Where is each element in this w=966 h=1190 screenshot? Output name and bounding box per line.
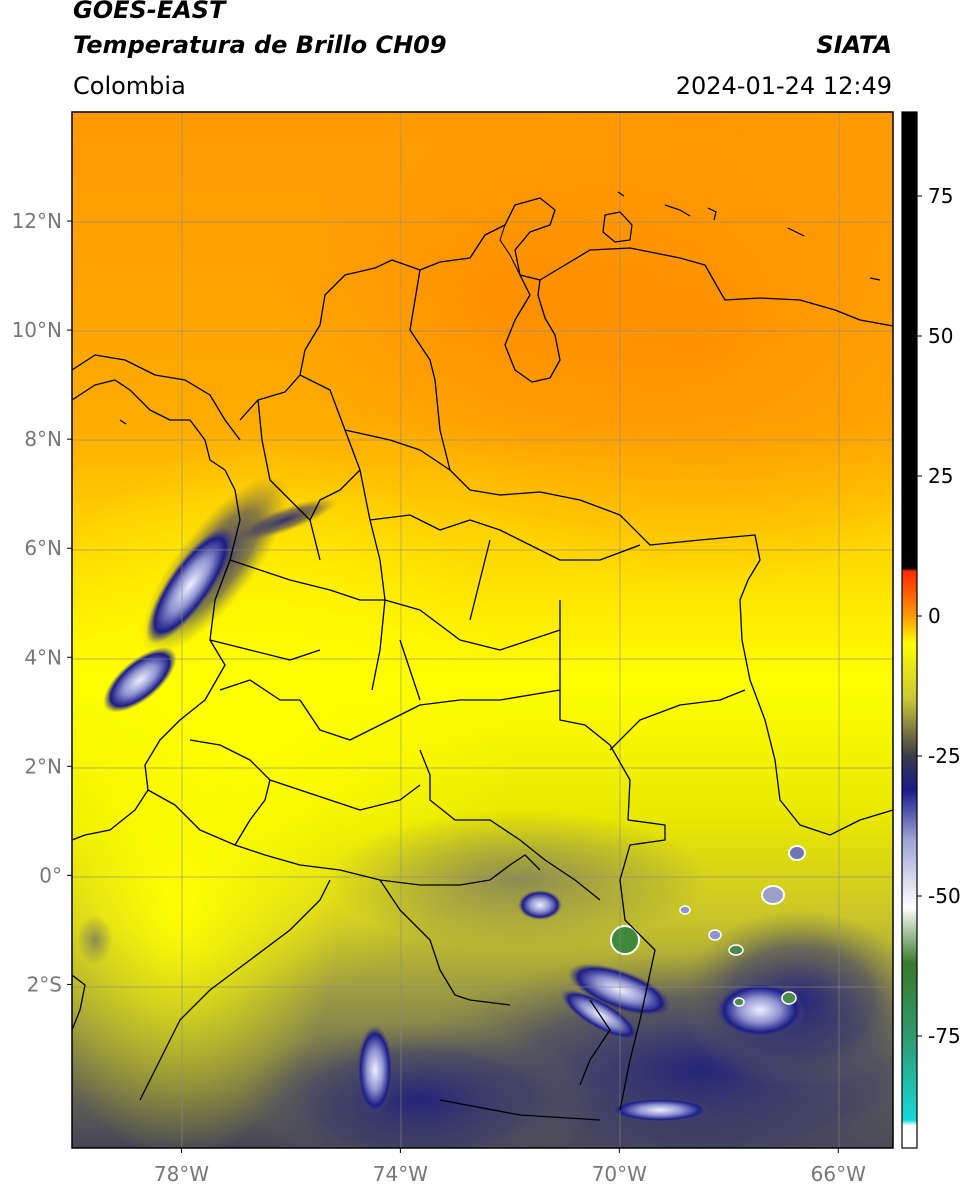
islands	[119, 191, 881, 425]
map-title-product: Temperatura de Brillo CH09	[73, 31, 447, 59]
venezuela-interior	[499, 224, 521, 276]
lat-tick-label: 10°N	[12, 318, 62, 342]
lat-tick-label: 2°N	[24, 754, 62, 778]
lat-tick-label: 6°N	[24, 536, 62, 560]
lat-tick-label: 0°	[39, 863, 62, 887]
colorbar: 75 50 25 0 -25 -50 -75	[901, 111, 961, 1149]
coastlines-borders	[72, 197, 893, 1121]
colorbar-frame	[901, 111, 918, 1149]
region-label: Colombia	[73, 72, 186, 100]
colorbar-ramp	[902, 112, 917, 1148]
colorbar-tick-label: 0	[928, 604, 941, 628]
source-label: SIATA	[816, 31, 892, 59]
datetime-label: 2024-01-24 12:49	[675, 72, 892, 100]
lat-tick-label: 12°N	[12, 209, 62, 233]
colorbar-tick-label: 75	[928, 184, 953, 208]
graticule	[72, 112, 893, 1148]
lat-tick-label: 2°S	[27, 972, 62, 996]
colorbar-tick-label: 50	[928, 324, 953, 348]
colorbar-tick-label: -50	[928, 884, 961, 908]
lon-tick-label: 70°W	[592, 1162, 647, 1186]
colorbar-tick-label: 25	[928, 464, 953, 488]
lon-tick-label: 66°W	[811, 1162, 866, 1186]
colorbar-tick-label: -25	[928, 744, 961, 768]
colorbar-tick-label: -75	[928, 1024, 961, 1048]
lat-tick-label: 8°N	[24, 427, 62, 451]
lon-tick-label: 74°W	[373, 1162, 428, 1186]
map-title-satellite: GOES-EAST	[73, 0, 226, 24]
lat-tick-label: 4°N	[24, 645, 62, 669]
latitude-axis: 12°N 10°N 8°N 6°N 4°N 2°N 0° 2°S	[12, 209, 72, 996]
satellite-imagery	[72, 112, 893, 1148]
colorbar-ticks: 75 50 25 0 -25 -50 -75	[917, 184, 961, 1048]
longitude-axis: 78°W 74°W 70°W 66°W	[154, 1148, 866, 1186]
lon-tick-label: 78°W	[154, 1162, 209, 1186]
map-frame	[71, 111, 894, 1149]
pacific-storm	[77, 475, 337, 965]
